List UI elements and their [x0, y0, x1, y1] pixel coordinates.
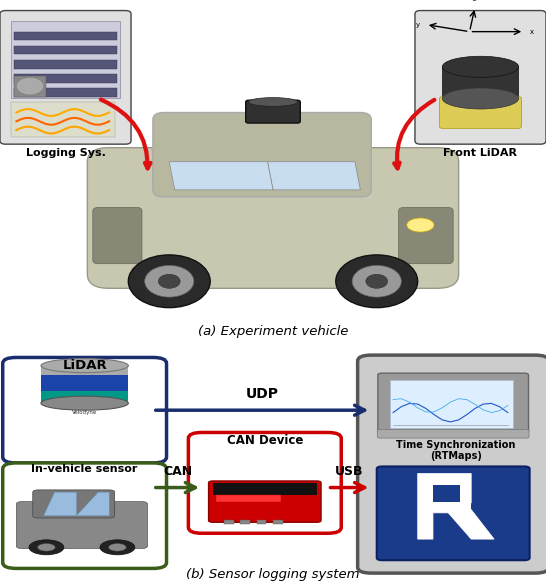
FancyBboxPatch shape	[415, 11, 546, 144]
FancyBboxPatch shape	[3, 357, 167, 463]
Bar	[14, 74, 117, 83]
Ellipse shape	[407, 218, 434, 232]
FancyBboxPatch shape	[209, 481, 321, 522]
Bar	[11, 102, 115, 137]
FancyBboxPatch shape	[153, 113, 371, 197]
Text: Velodyne: Velodyne	[72, 410, 97, 415]
FancyBboxPatch shape	[16, 502, 147, 548]
Bar	[216, 495, 281, 502]
Bar	[442, 67, 519, 98]
Bar	[11, 21, 120, 98]
Bar	[224, 520, 234, 524]
FancyBboxPatch shape	[188, 432, 341, 533]
FancyBboxPatch shape	[246, 100, 300, 123]
Bar	[14, 88, 117, 97]
Bar	[41, 366, 128, 403]
FancyBboxPatch shape	[399, 207, 453, 264]
Text: CAN Device: CAN Device	[227, 434, 303, 447]
Text: (a) Experiment vehicle: (a) Experiment vehicle	[198, 325, 348, 338]
Ellipse shape	[442, 88, 519, 109]
Text: LiDAR: LiDAR	[62, 359, 107, 372]
Bar	[41, 375, 128, 391]
FancyBboxPatch shape	[0, 11, 131, 144]
Bar	[418, 502, 471, 510]
FancyBboxPatch shape	[440, 97, 521, 128]
FancyBboxPatch shape	[377, 430, 529, 438]
Text: In-vehicle sensor: In-vehicle sensor	[32, 464, 138, 474]
Circle shape	[100, 540, 135, 555]
Bar	[213, 483, 317, 495]
Text: Logging Sys.: Logging Sys.	[26, 148, 105, 158]
Text: Time Synchronization
(RTMaps): Time Synchronization (RTMaps)	[396, 440, 515, 461]
Text: y: y	[416, 22, 420, 28]
Circle shape	[109, 544, 126, 551]
Bar	[14, 60, 117, 69]
Circle shape	[16, 77, 44, 95]
Circle shape	[38, 544, 55, 551]
Circle shape	[29, 540, 64, 555]
FancyBboxPatch shape	[378, 373, 529, 433]
Text: UDP: UDP	[246, 387, 278, 401]
Bar	[273, 520, 283, 524]
Circle shape	[352, 265, 401, 297]
Bar	[390, 380, 513, 428]
PathPatch shape	[418, 473, 494, 539]
FancyBboxPatch shape	[358, 355, 546, 573]
Bar	[14, 46, 117, 54]
Bar	[14, 32, 117, 40]
Polygon shape	[44, 492, 76, 516]
Ellipse shape	[41, 396, 128, 410]
Text: (b) Sensor logging system: (b) Sensor logging system	[186, 568, 360, 581]
FancyBboxPatch shape	[377, 466, 530, 560]
Polygon shape	[169, 162, 273, 190]
FancyBboxPatch shape	[3, 463, 167, 568]
Polygon shape	[76, 492, 109, 516]
Text: z: z	[473, 0, 477, 2]
Circle shape	[336, 255, 418, 308]
Ellipse shape	[442, 56, 519, 77]
Circle shape	[158, 274, 180, 288]
FancyBboxPatch shape	[87, 148, 459, 288]
Bar	[41, 391, 128, 403]
Circle shape	[145, 265, 194, 297]
Text: x: x	[530, 29, 534, 35]
Circle shape	[366, 274, 388, 288]
Circle shape	[128, 255, 210, 308]
FancyBboxPatch shape	[93, 207, 142, 264]
Text: USB: USB	[335, 465, 364, 478]
Ellipse shape	[41, 359, 128, 373]
Text: Front LiDAR: Front LiDAR	[443, 148, 518, 158]
Bar	[240, 520, 250, 524]
PathPatch shape	[433, 485, 460, 502]
FancyBboxPatch shape	[33, 490, 115, 518]
Bar	[257, 520, 266, 524]
Text: CAN: CAN	[163, 465, 192, 478]
Polygon shape	[268, 162, 360, 190]
Ellipse shape	[248, 97, 298, 107]
Bar	[14, 76, 46, 97]
